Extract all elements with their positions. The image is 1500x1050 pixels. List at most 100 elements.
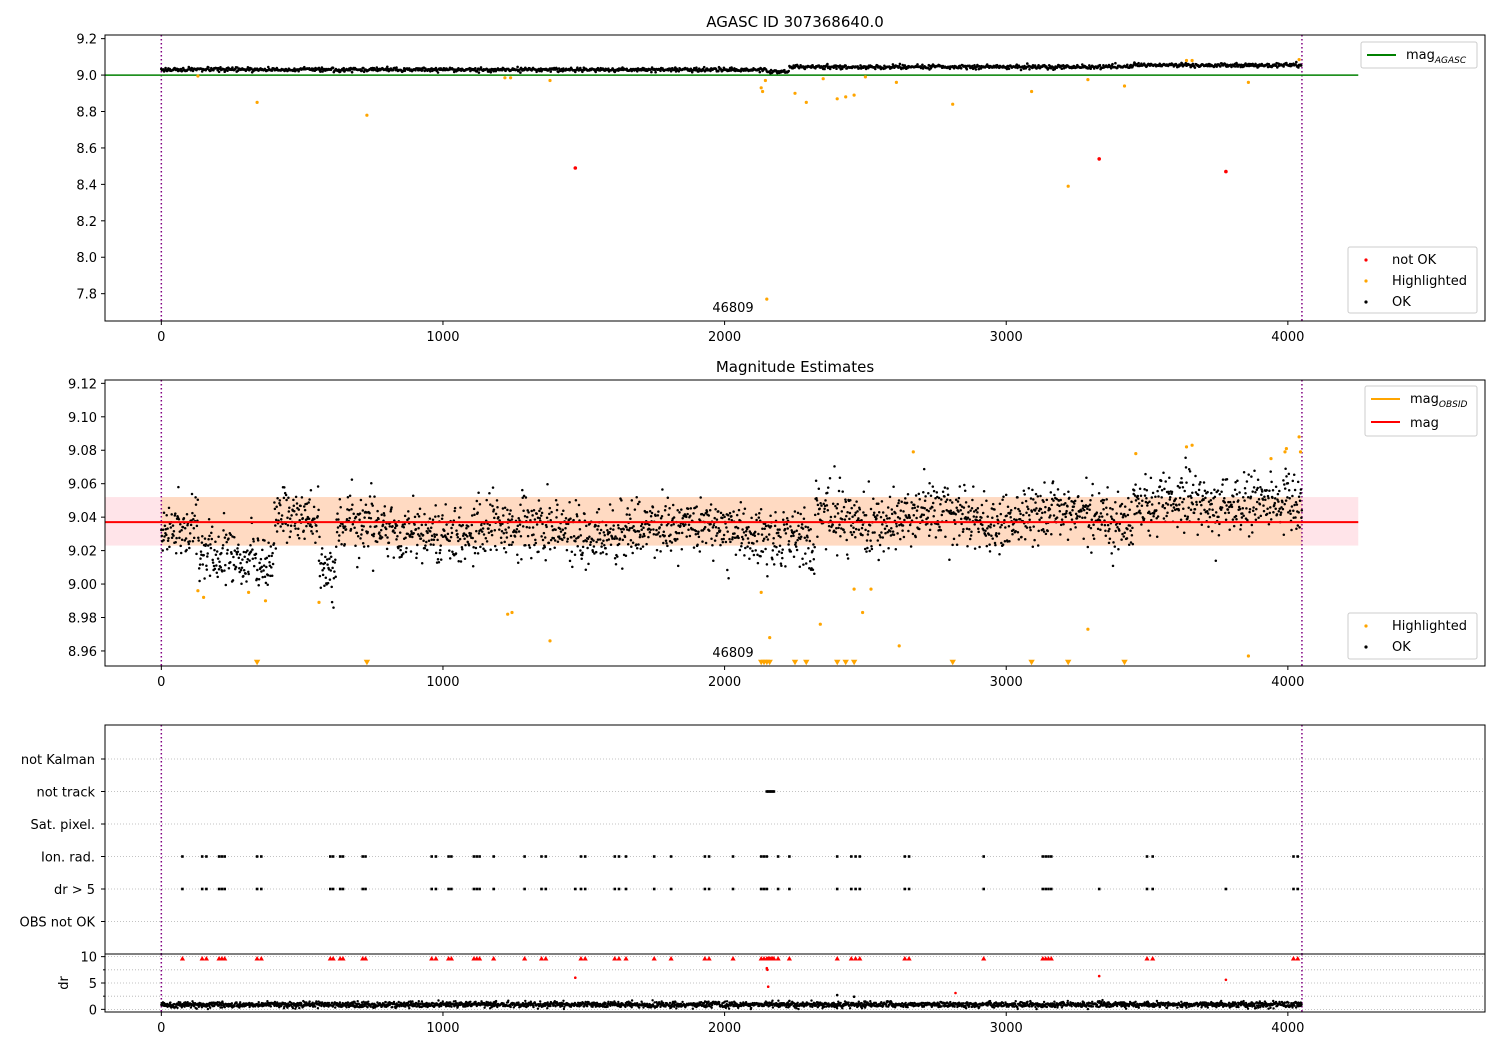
ok-point [439, 548, 442, 552]
ok-point [1111, 508, 1114, 511]
ok-point [1039, 494, 1042, 498]
ok-point [1225, 504, 1228, 507]
ok-point [369, 516, 373, 520]
ok-point [852, 526, 855, 529]
ok-point [1085, 476, 1088, 479]
estimates-legend-top: magOBSID mag [1364, 385, 1478, 437]
ok-point [163, 535, 166, 538]
ok-point [671, 503, 675, 507]
ok-point [433, 535, 437, 538]
ok-point [580, 553, 584, 557]
ok-point [860, 526, 864, 530]
ok-point [408, 535, 412, 538]
ok-point [329, 551, 332, 555]
ok-point [803, 67, 807, 71]
flag-point [338, 887, 342, 891]
ok-point [733, 532, 736, 535]
ok-point [692, 512, 695, 515]
highlighted-point [196, 589, 200, 593]
ok-point [279, 525, 282, 528]
ok-point [857, 528, 861, 531]
ok-point [214, 540, 217, 544]
ok-point [191, 511, 194, 515]
ok-point [506, 508, 509, 512]
ok-point [1137, 502, 1141, 505]
ok-point [982, 490, 986, 493]
ok-point [509, 509, 512, 512]
highlighted-point [1190, 58, 1194, 63]
ok-point [1163, 487, 1166, 491]
ok-point [884, 532, 887, 535]
ok-point [1115, 512, 1118, 515]
ok-point [741, 538, 745, 541]
ok-point [881, 536, 885, 539]
flag-point [544, 887, 548, 891]
ok-point [869, 539, 872, 542]
ok-point [658, 535, 662, 538]
ok-point [444, 503, 447, 506]
y-tick-label: 8.4 [76, 178, 97, 193]
ok-point [199, 550, 203, 553]
ok-point [704, 541, 708, 545]
ok-point [676, 509, 679, 512]
ok-point [480, 530, 484, 533]
ok-point [238, 553, 242, 556]
ok-point [566, 537, 570, 541]
ok-point [752, 553, 756, 557]
ok-point [244, 572, 247, 575]
flag-point [765, 887, 769, 891]
ok-point [886, 517, 889, 520]
ok-point [187, 65, 191, 69]
ok-point [254, 552, 258, 556]
ok-point [537, 499, 541, 502]
ok-point [668, 506, 671, 510]
ok-point [912, 513, 916, 517]
ok-point [474, 67, 477, 70]
ok-point [973, 547, 977, 550]
ok-point [434, 504, 437, 507]
ok-point [1051, 480, 1055, 483]
ok-point [388, 525, 392, 528]
ok-point [881, 511, 885, 514]
highlighted-point [1298, 450, 1303, 454]
ok-point [345, 518, 349, 521]
ok-point [784, 565, 787, 568]
ok-point [751, 549, 754, 553]
ok-point [1287, 472, 1291, 476]
ok-point [358, 512, 362, 515]
flag-point [1044, 887, 1047, 891]
ok-point [463, 537, 466, 540]
ok-point [313, 517, 316, 520]
ok-point [264, 581, 268, 585]
not-ok-point [573, 166, 578, 170]
ok-point [329, 555, 333, 559]
ok-point [863, 547, 867, 551]
ok-point [251, 557, 255, 561]
ok-point [1104, 529, 1107, 532]
ok-point [1023, 64, 1026, 68]
ok-point [1016, 496, 1019, 499]
ok-point [518, 523, 522, 526]
ok-point [1123, 512, 1126, 516]
ok-point [789, 550, 793, 553]
ok-point [815, 497, 818, 500]
ok-point [1117, 547, 1120, 551]
ok-point [596, 538, 600, 541]
ok-point [1009, 516, 1012, 519]
ok-point [1252, 486, 1256, 489]
ok-point [460, 545, 464, 549]
ok-point [959, 517, 963, 521]
ok-point [203, 577, 206, 580]
ok-point [266, 574, 270, 577]
ok-point [910, 501, 913, 504]
highlighted-point [506, 612, 510, 616]
ok-point [382, 512, 386, 515]
ok-point [174, 512, 177, 515]
highlighted-point [844, 95, 848, 99]
ok-point [838, 523, 841, 526]
ok-point [1124, 514, 1127, 518]
ok-point [760, 533, 764, 536]
ok-point [897, 499, 901, 502]
ok-point [637, 543, 640, 546]
